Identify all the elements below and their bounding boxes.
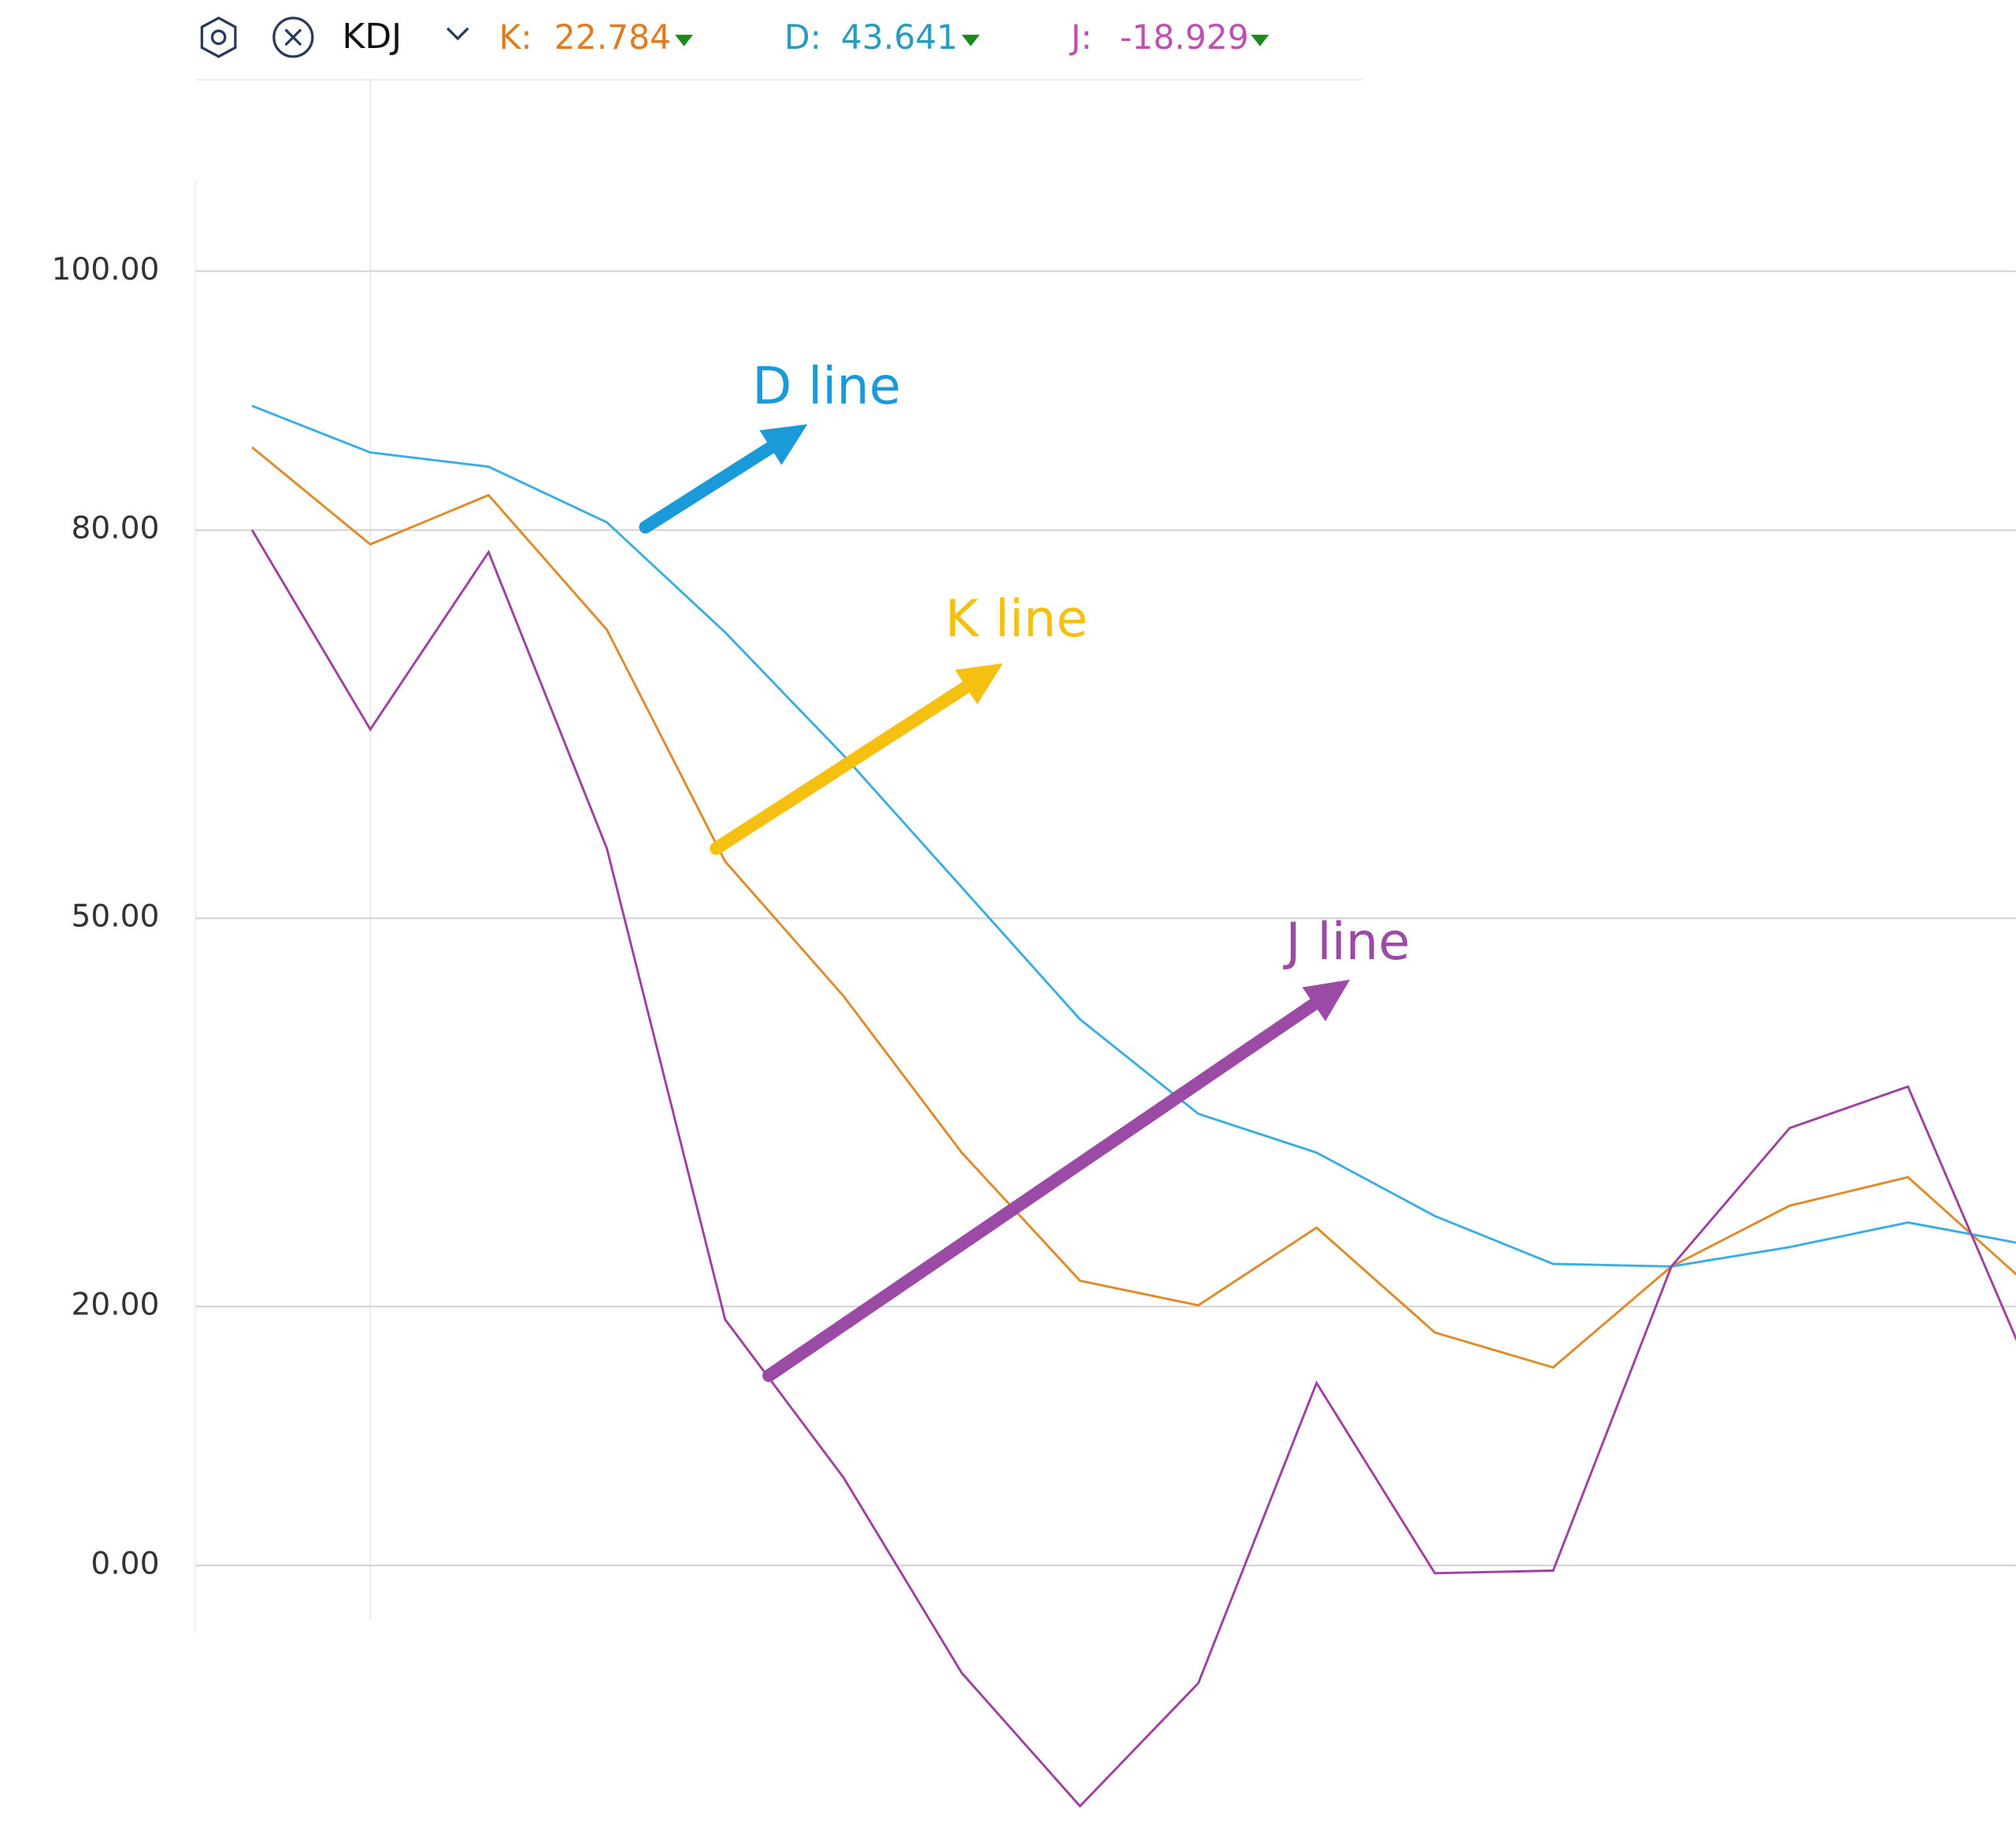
annotation-arrow-head — [759, 424, 808, 465]
legend-name: K: — [498, 19, 532, 57]
y-tick-label: 20.00 — [71, 1288, 159, 1323]
settings-icon[interactable] — [200, 17, 237, 58]
annotation-arrow-shaft — [762, 998, 1321, 1383]
y-tick-label: 100.00 — [51, 252, 159, 287]
annotation-arrow-shaft — [639, 441, 777, 534]
annotation-text: J line — [1283, 912, 1410, 972]
y-tick-label: 0.00 — [91, 1546, 159, 1581]
dropdown-icon[interactable] — [447, 27, 469, 41]
annotation-arrow-head — [1302, 980, 1351, 1021]
trend-down-icon — [1251, 35, 1269, 46]
indicator-name: KDJ — [342, 17, 402, 57]
y-tick-label: 80.00 — [71, 511, 159, 547]
legend-name: J: — [1069, 19, 1092, 57]
annotation-arrow-shaft — [710, 680, 973, 855]
close-icon[interactable] — [272, 17, 314, 58]
legend-value: 43.641 — [841, 19, 958, 57]
plot-area — [250, 405, 2016, 1808]
annotation-text: K line — [945, 589, 1088, 649]
trend-down-icon — [675, 35, 694, 46]
legend-value: -18.929 — [1120, 19, 1249, 57]
series-line — [251, 405, 2016, 1268]
annotation-text: D line — [752, 357, 901, 417]
y-tick-label: 50.00 — [71, 899, 159, 935]
series-line — [250, 529, 2016, 1808]
annotation-arrow-head — [954, 663, 1003, 705]
legend-value: 22.784 — [554, 19, 672, 57]
legend-name: D: — [784, 19, 821, 57]
series-line — [251, 446, 2016, 1369]
trend-down-icon — [962, 35, 980, 46]
